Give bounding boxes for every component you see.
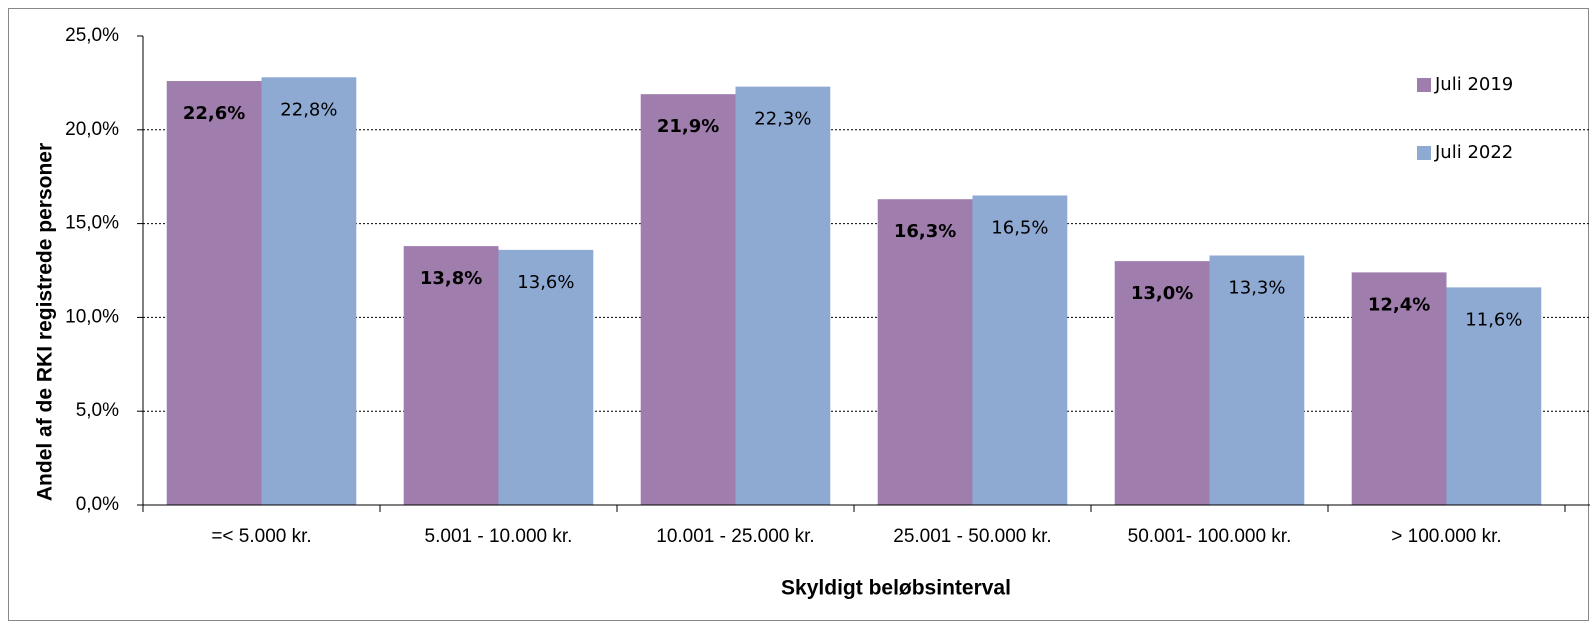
bar [1114, 261, 1210, 505]
bar [877, 199, 973, 505]
data-label: 12,4% [1368, 294, 1430, 315]
y-tick-label: 20,0% [65, 119, 119, 140]
legend-label: Juli 2019 [1434, 74, 1513, 95]
data-label: 21,9% [657, 116, 719, 137]
bar [1351, 272, 1447, 505]
x-tick-label: =< 5.000 kr. [211, 526, 311, 547]
bar [735, 86, 831, 505]
x-tick-label: 10.001 - 25.000 kr. [656, 526, 814, 547]
y-tick-label: 15,0% [65, 213, 119, 234]
data-label: 16,5% [991, 217, 1048, 238]
bar [972, 195, 1068, 505]
x-tick-label: 5.001 - 10.000 kr. [425, 526, 573, 547]
bar [640, 94, 736, 505]
legend-swatch [1417, 146, 1431, 160]
bar [1446, 287, 1542, 505]
data-label: 16,3% [894, 221, 956, 242]
data-label: 22,3% [754, 109, 811, 130]
x-tick-label: 25.001 - 50.000 kr. [893, 526, 1051, 547]
bar [403, 246, 499, 505]
x-axis-title: Skyldigt beløbsinterval [781, 577, 1011, 600]
y-tick-label: 10,0% [65, 306, 119, 327]
y-tick-label: 0,0% [76, 494, 119, 515]
data-label: 11,6% [1465, 309, 1522, 330]
bar [498, 249, 594, 505]
bar [1209, 255, 1305, 505]
bar [166, 81, 262, 506]
data-label: 13,3% [1228, 277, 1285, 298]
y-axis-title: Andel af de RKI registrede personer [34, 143, 57, 501]
legend-label: Juli 2022 [1434, 142, 1513, 163]
data-label: 13,6% [517, 272, 574, 293]
data-label: 13,0% [1131, 283, 1193, 304]
data-label: 22,8% [280, 99, 337, 120]
data-label: 22,6% [183, 103, 245, 124]
x-tick-label: 50.001- 100.000 kr. [1128, 526, 1292, 547]
legend-swatch [1417, 78, 1431, 92]
y-tick-label: 5,0% [76, 400, 119, 421]
y-tick-label: 25,0% [65, 25, 119, 46]
data-label: 13,8% [420, 268, 482, 289]
bar [261, 77, 357, 505]
x-tick-label: > 100.000 kr. [1391, 526, 1501, 547]
